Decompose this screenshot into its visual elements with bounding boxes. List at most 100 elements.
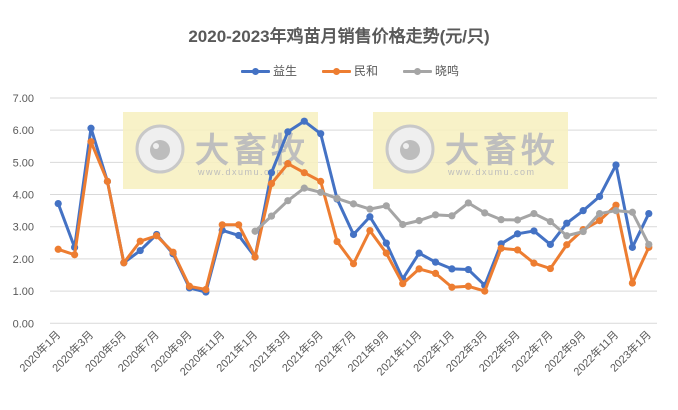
data-point (267, 212, 276, 220)
data-point (415, 217, 423, 225)
data-point (612, 201, 620, 209)
data-point (333, 194, 341, 203)
watermark-url: www.dxumu.com (447, 167, 536, 177)
data-point (628, 208, 636, 216)
data-point (464, 265, 472, 274)
data-point (530, 227, 538, 235)
data-point (431, 258, 440, 266)
data-point (251, 253, 259, 261)
data-point (513, 230, 522, 238)
data-point (202, 285, 210, 294)
data-point (235, 231, 243, 240)
line-marker-icon (403, 64, 432, 78)
y-tick-label: 3.00 (13, 222, 34, 234)
data-point (300, 117, 308, 125)
legend-dot-1 (333, 67, 340, 75)
y-tick-label: 2.00 (13, 254, 34, 266)
data-point (448, 265, 456, 273)
data-point (612, 207, 620, 215)
data-point (366, 213, 374, 221)
data-point (366, 227, 374, 235)
data-point (628, 243, 636, 251)
legend-label: 民和 (354, 64, 379, 78)
data-point (300, 184, 308, 192)
data-point (267, 169, 276, 177)
data-point (546, 217, 554, 226)
data-point (153, 232, 161, 240)
data-point (612, 161, 620, 169)
legend-dot-0 (252, 67, 259, 75)
y-tick-label: 5.00 (13, 157, 34, 169)
y-tick-label: 1.00 (13, 286, 34, 298)
data-point (366, 205, 374, 213)
data-point (513, 216, 522, 224)
data-point (481, 209, 489, 217)
data-point (546, 264, 554, 273)
data-point (71, 251, 79, 259)
data-point (595, 217, 604, 225)
line-marker-icon (241, 64, 270, 78)
data-point (415, 249, 423, 257)
data-point (103, 177, 112, 185)
data-point (595, 192, 604, 201)
data-point (513, 246, 522, 254)
data-point (399, 220, 407, 229)
y-tick-label: 6.00 (13, 125, 34, 137)
data-point (382, 239, 390, 247)
data-point (645, 209, 653, 218)
data-point (333, 237, 341, 246)
data-point (317, 177, 325, 185)
legend-item-xiaoming: 晓鸣 (403, 62, 459, 79)
data-point (399, 280, 407, 288)
data-point (645, 240, 653, 249)
series-1 (54, 138, 653, 295)
watermark-url: www.dxumu.com (197, 167, 286, 177)
data-point (169, 248, 177, 256)
data-point (136, 246, 144, 255)
data-point (415, 265, 423, 273)
data-point (464, 282, 472, 290)
data-point (284, 197, 292, 205)
data-point (87, 138, 95, 146)
legend-label: 益生 (273, 64, 298, 78)
data-point (349, 200, 358, 208)
chart-title: 2020-2023年鸡苗月销售价格走势(元/只) (188, 27, 490, 46)
data-point (235, 221, 243, 229)
data-point (251, 227, 259, 235)
legend-item-yisheng: 益生 (241, 62, 297, 79)
data-point (448, 212, 456, 220)
watermark-brand: 大畜牧 (195, 131, 309, 170)
data-point (284, 160, 292, 168)
data-point (579, 227, 587, 236)
data-point (54, 245, 62, 253)
y-tick-label: 7.00 (13, 93, 34, 105)
data-point (481, 287, 489, 295)
data-point (530, 209, 538, 218)
data-point (628, 279, 636, 287)
data-point (185, 282, 194, 290)
data-point (136, 237, 144, 245)
data-point (87, 124, 95, 132)
data-point (448, 283, 456, 291)
data-point (382, 202, 390, 210)
data-point (563, 219, 571, 227)
data-point (349, 230, 358, 239)
data-point (595, 209, 604, 218)
data-point (579, 207, 587, 215)
chart-legend: 益生 民和 晓鸣 (0, 62, 678, 82)
data-point (317, 188, 325, 196)
data-point (382, 249, 390, 257)
data-point (120, 259, 128, 267)
data-point (464, 199, 472, 207)
data-point (530, 259, 538, 267)
data-point (300, 169, 308, 177)
legend-label: 晓鸣 (435, 64, 460, 78)
data-point (317, 130, 325, 138)
data-point (218, 221, 226, 229)
data-point (563, 241, 571, 249)
y-tick-label: 4.00 (13, 190, 34, 202)
line-marker-icon (322, 64, 351, 78)
